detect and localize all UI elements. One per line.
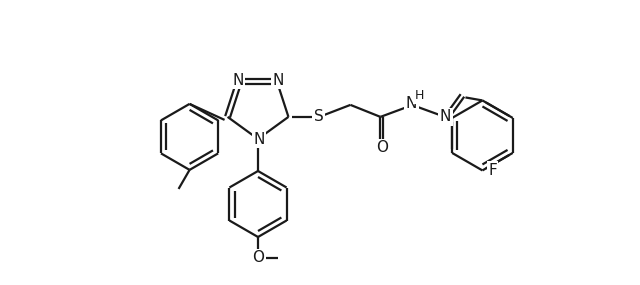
Text: N: N: [272, 73, 284, 87]
Text: N: N: [440, 109, 451, 124]
Text: S: S: [314, 109, 323, 124]
Text: N: N: [406, 96, 417, 111]
Text: O: O: [376, 141, 388, 155]
Text: N: N: [232, 73, 244, 87]
Text: F: F: [488, 163, 497, 178]
Text: N: N: [253, 131, 265, 146]
Text: O: O: [252, 251, 264, 266]
Text: H: H: [415, 89, 424, 102]
